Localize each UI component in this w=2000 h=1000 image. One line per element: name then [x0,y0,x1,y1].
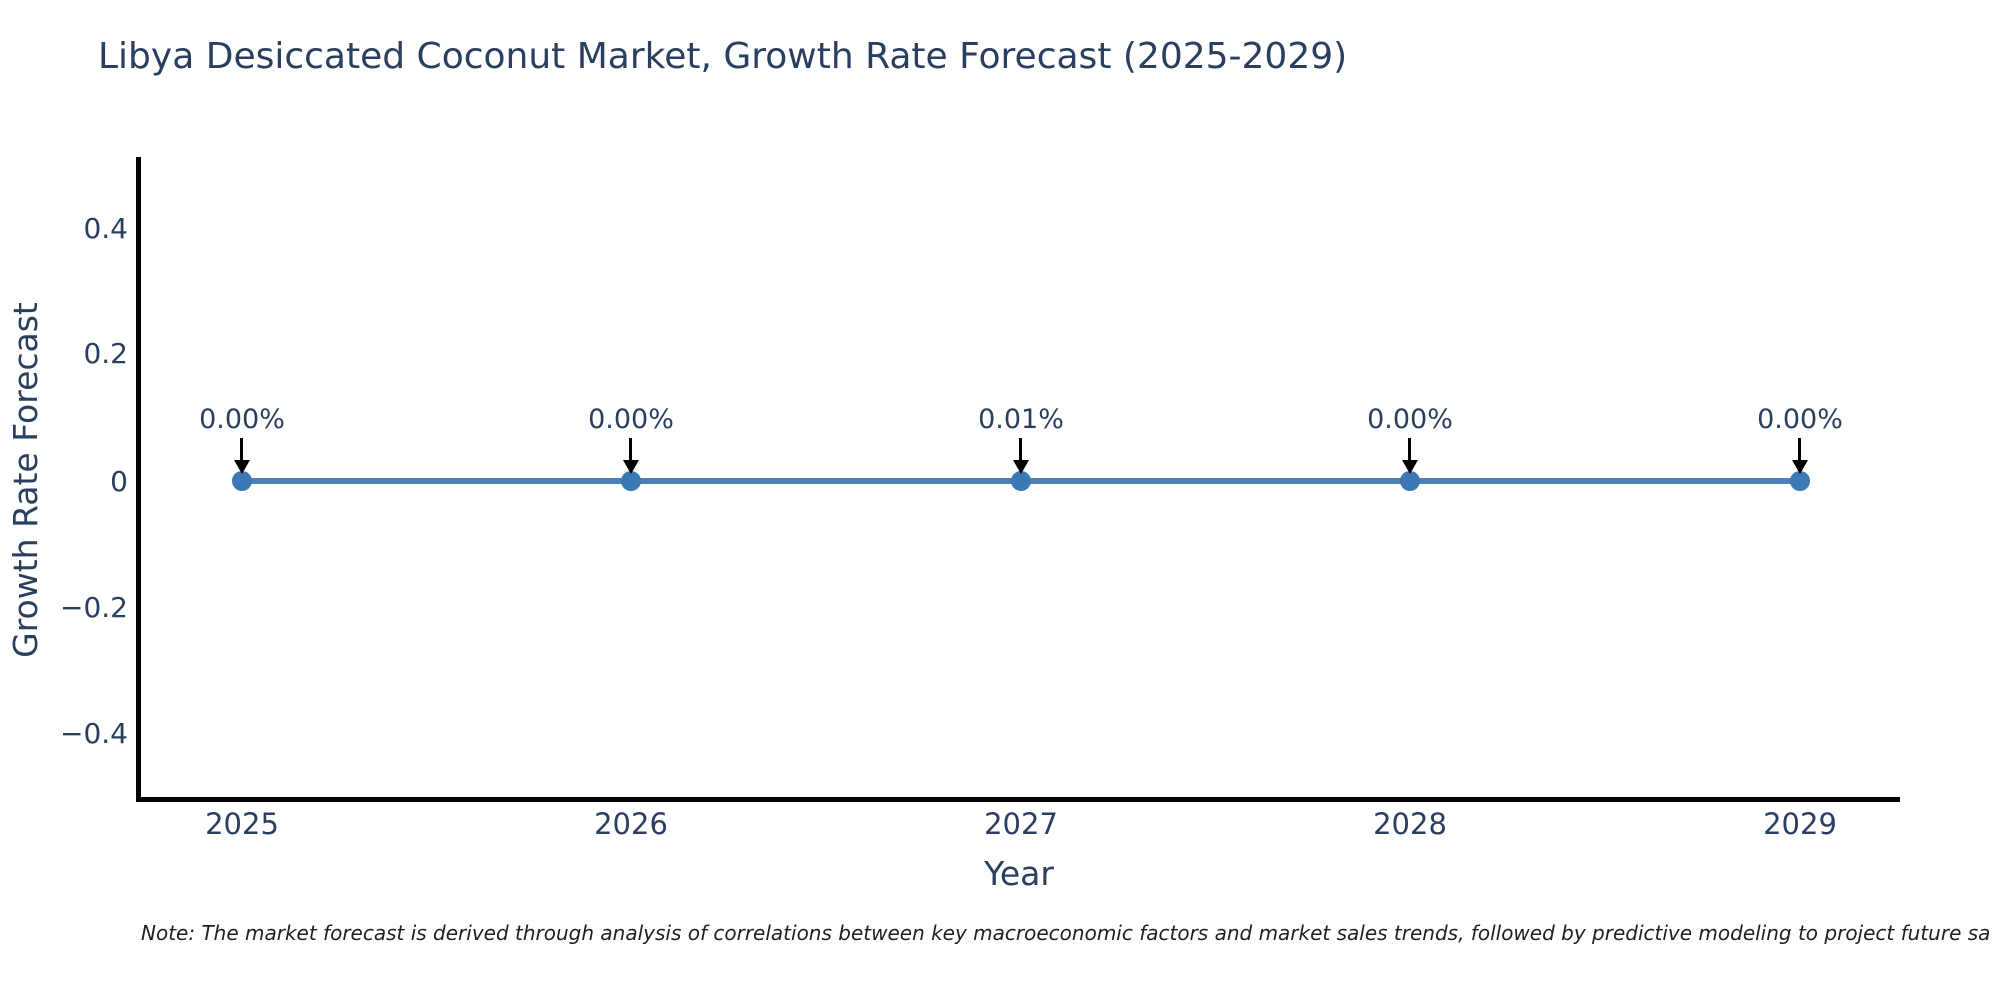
annotation-arrow-shaft [629,438,632,460]
annotation-arrow-head-icon [1402,460,1418,474]
data-point-marker [1011,471,1031,491]
data-point-marker [1790,471,1810,491]
annotation-arrow-head-icon [234,460,250,474]
x-tick-label: 2028 [1373,807,1447,841]
x-tick-label: 2025 [205,807,279,841]
y-tick-label: −0.4 [60,717,128,750]
y-tick-label: −0.2 [60,591,128,624]
x-tick-label: 2027 [984,807,1058,841]
annotation-arrow-shaft [1798,438,1801,460]
annotation-label: 0.00% [1757,404,1843,435]
chart-note: Note: The market forecast is derived thr… [141,921,1991,945]
data-point-marker [232,471,252,491]
y-tick-label: 0 [110,465,128,498]
chart-title: Libya Desiccated Coconut Market, Growth … [98,36,1348,77]
annotation-arrow-head-icon [1792,460,1808,474]
x-axis-line [136,797,1900,802]
annotation-label: 0.01% [978,404,1064,435]
y-tick-label: 0.4 [83,212,128,245]
data-point-marker [621,471,641,491]
y-axis-line [136,157,141,802]
x-tick-label: 2026 [594,807,668,841]
annotation-label: 0.00% [199,404,285,435]
annotation-label: 0.00% [588,404,674,435]
annotation-arrow-shaft [1019,438,1022,460]
annotation-arrow-shaft [240,438,243,460]
data-point-marker [1400,471,1420,491]
x-axis-title: Year [984,854,1054,893]
annotation-arrow-head-icon [623,460,639,474]
annotation-label: 0.00% [1367,404,1453,435]
x-tick-label: 2029 [1763,807,1837,841]
annotation-arrow-shaft [1408,438,1411,460]
annotation-arrow-head-icon [1013,460,1029,474]
y-tick-label: 0.2 [83,337,128,370]
